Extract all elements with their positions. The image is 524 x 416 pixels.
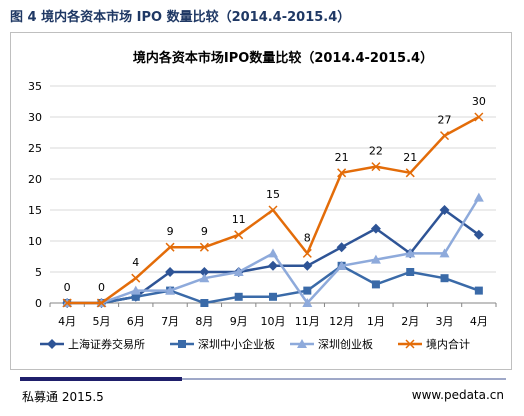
legend-marker [47,339,57,349]
legend-entry: 深圳创业板 [318,337,373,351]
data-point-2 [302,298,313,307]
data-point-1 [131,292,140,301]
data-point-0 [165,267,176,277]
data-point-3 [165,242,175,252]
y-tick-label: 15 [28,204,42,217]
x-tick-label: 2月 [401,315,419,328]
data-point-1 [269,292,277,301]
data-label: 4 [132,256,139,269]
footer-source: 私募通 2015.5 [22,390,104,404]
data-label: 21 [335,151,349,164]
data-label: 22 [369,145,383,158]
data-label: 21 [403,151,417,164]
data-label: 30 [472,95,486,108]
x-tick-label: 8月 [195,315,213,328]
data-point-3 [199,242,209,252]
figure-caption: 图 4 境内各资本市场 IPO 数量比较（2014.4-2015.4） [10,10,351,25]
data-label: 27 [438,114,452,127]
y-tick-label: 20 [28,173,42,186]
data-label: 0 [98,281,105,294]
data-point-3 [96,298,106,308]
data-point-3 [131,273,141,283]
data-point-3 [62,298,72,308]
data-point-2 [233,267,244,276]
data-point-1 [474,286,483,295]
data-point-1 [371,280,380,289]
x-tick-label: 9月 [230,315,248,328]
y-tick-label: 0 [35,297,42,310]
legend-entry: 境内合计 [426,337,470,351]
data-point-1 [303,286,312,295]
data-point-3 [337,168,347,178]
data-label: 8 [304,231,311,244]
data-label: 9 [167,225,174,238]
x-tick-label: 12月 [329,315,354,328]
x-tick-label: 6月 [127,315,145,328]
data-point-1 [440,274,449,283]
data-label: 11 [232,213,246,226]
data-label: 9 [201,225,208,238]
legend-entry: 上海证券交易所 [68,337,145,351]
data-point-0 [268,260,278,271]
data-point-1 [200,299,209,307]
data-point-3 [405,168,415,178]
chart-title: 境内各资本市场IPO数量比较（2014.4-2015.4） [133,50,433,66]
data-point-0 [199,267,210,277]
footer-website: www.pedata.cn [411,388,504,402]
y-tick-label: 25 [28,142,42,155]
x-tick-label: 11月 [295,315,320,328]
legend-marker [297,339,307,348]
y-tick-label: 30 [28,111,42,124]
data-point-2 [439,248,450,258]
x-tick-label: 10月 [261,315,286,328]
x-tick-label: 4月 [58,315,76,328]
y-tick-label: 35 [28,80,42,93]
x-tick-label: 1月 [367,315,385,328]
legend-marker [405,339,415,349]
data-point-0 [473,229,484,240]
footer-bar-light [182,378,506,380]
x-tick-label: 5月 [92,315,110,328]
data-label: 0 [64,281,71,294]
data-point-1 [406,268,415,276]
data-point-3 [440,131,450,141]
y-tick-label: 5 [35,266,42,279]
data-point-0 [302,260,313,271]
data-point-3 [371,162,381,172]
legend-entry: 深圳中小企业板 [198,337,275,351]
data-point-3 [268,205,278,215]
footer-bar-dark [20,377,182,381]
y-tick-label: 10 [28,235,42,248]
data-point-0 [336,242,347,253]
data-point-2 [370,254,381,264]
data-point-3 [474,112,484,122]
data-point-2 [165,285,176,295]
data-point-2 [199,273,210,283]
data-point-2 [336,260,347,270]
data-point-3 [234,230,244,240]
data-point-2 [130,285,141,295]
legend-marker [178,340,186,348]
line-chart: 境内各资本市场IPO数量比较（2014.4-2015.4） 0 5 10 15 20 25 3… [28,50,497,351]
data-point-1 [234,292,243,301]
x-tick-label: 4月 [470,315,488,328]
data-point-2 [473,192,484,202]
data-point-2 [405,248,416,258]
x-tick-label: 3月 [436,315,454,328]
data-point-3 [302,248,312,258]
data-label: 15 [266,188,280,201]
chart-frame [10,32,512,370]
data-point-0 [439,205,450,215]
data-point-0 [370,223,381,234]
data-point-2 [268,248,278,258]
x-tick-label: 7月 [161,315,179,328]
